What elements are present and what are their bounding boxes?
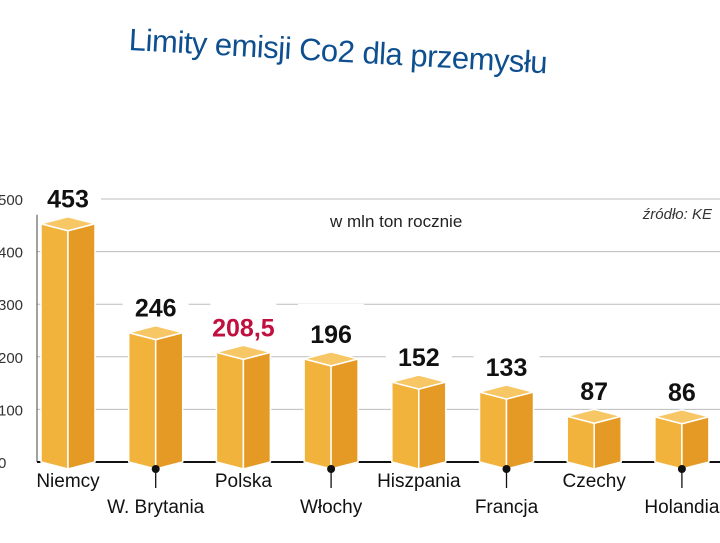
- label-background: [35, 168, 101, 215]
- category-label: Holandia: [644, 497, 719, 518]
- bar-top: [388, 374, 449, 390]
- bar-side: [593, 415, 622, 470]
- bar-front: [391, 381, 420, 470]
- label-background: [210, 297, 277, 344]
- category-label: Francja: [475, 497, 539, 518]
- value-label: 87: [580, 378, 608, 406]
- bar-top: [301, 351, 362, 367]
- label-leader-dot: [502, 465, 511, 473]
- label-background: [473, 337, 540, 384]
- value-label: 196: [310, 321, 352, 349]
- value-label: 86: [668, 379, 696, 407]
- y-tick-label: 100: [0, 402, 23, 419]
- bar-front: [127, 331, 157, 470]
- y-tick-label: 500: [0, 192, 23, 209]
- label-background: [122, 277, 189, 324]
- bar-front: [215, 351, 245, 470]
- chart-source: źródło: KE: [642, 206, 712, 223]
- chart-subtitle: w mln ton rocznie: [330, 212, 463, 231]
- label-background: [298, 303, 365, 350]
- value-label: 133: [486, 354, 528, 382]
- bar-side: [505, 391, 535, 470]
- bar-top: [564, 408, 625, 425]
- bar-side: [67, 222, 96, 470]
- bar-side: [681, 415, 710, 470]
- label-leader-dot: [327, 465, 336, 473]
- value-label: 208,5: [212, 314, 275, 342]
- label-leader-dot: [677, 465, 686, 473]
- category-label: Polska: [215, 471, 272, 492]
- bar-front: [478, 391, 508, 470]
- y-tick-label: 400: [0, 245, 23, 262]
- bar-side: [330, 357, 359, 470]
- y-tick-label: 0: [0, 455, 6, 472]
- label-background: [385, 327, 452, 374]
- label-leader-dot: [151, 465, 160, 473]
- bar-side: [154, 331, 184, 470]
- value-label: 453: [47, 186, 89, 214]
- bar-top: [125, 324, 186, 341]
- bar-front: [303, 357, 332, 470]
- value-label: 152: [398, 344, 440, 372]
- bar-side: [242, 351, 272, 470]
- category-label: Niemcy: [36, 471, 100, 492]
- bar-front: [654, 415, 683, 470]
- label-background: [648, 361, 715, 408]
- y-tick-label: 300: [0, 297, 23, 314]
- category-label: W. Brytania: [107, 497, 205, 518]
- bar-side: [418, 381, 447, 470]
- category-label: Hiszpania: [377, 471, 461, 492]
- bar-top: [38, 215, 98, 232]
- bar-front: [40, 222, 69, 470]
- bar-front: [566, 415, 595, 470]
- category-label: Włochy: [300, 497, 363, 518]
- value-label: 246: [135, 295, 177, 323]
- label-background: [561, 361, 628, 408]
- y-tick-label: 200: [0, 350, 23, 367]
- category-label: Czechy: [563, 471, 627, 492]
- bar-top: [476, 384, 537, 400]
- bar-top: [213, 344, 274, 361]
- bar-top: [651, 408, 712, 425]
